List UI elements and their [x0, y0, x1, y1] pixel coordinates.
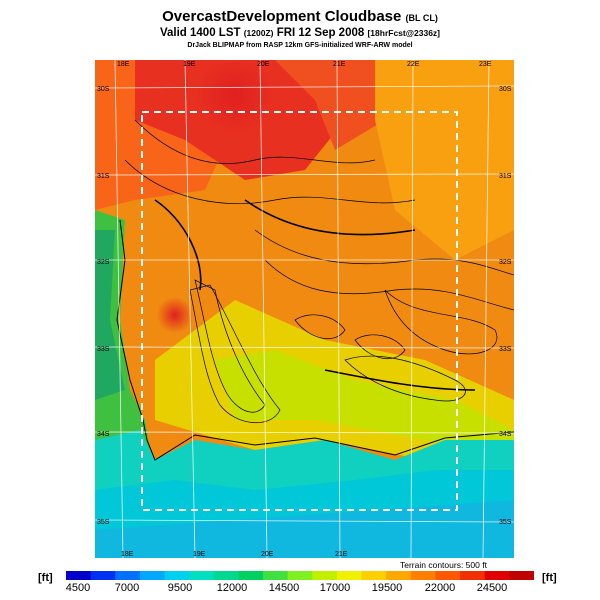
scale-swatch — [189, 571, 215, 580]
scale-tick: 14500 — [268, 582, 300, 594]
scale-swatch — [460, 571, 486, 580]
scale-tick: 9500 — [167, 582, 193, 594]
lon-label-21e-bottom: 21E — [335, 551, 348, 558]
scale-swatch — [336, 571, 363, 580]
terrain-contours — [124, 119, 514, 423]
cloudbase-map: 18E 19E 20E 21E 22E 23E 30S 31S 32S 33S … — [95, 60, 514, 558]
lat-label-34s-right: 34S — [499, 431, 512, 438]
lon-label-22e: 22E — [407, 61, 420, 68]
scale-tick: 17000 — [319, 582, 351, 594]
lon-label-19e-bottom: 19E — [193, 551, 206, 558]
scale-swatch — [164, 571, 190, 580]
scale-swatch — [509, 571, 534, 580]
lat-label-34s: 34S — [97, 431, 110, 438]
scale-tick: 4500 — [65, 582, 91, 594]
scale-tick: 22000 — [424, 582, 456, 594]
scale-swatch — [66, 571, 92, 580]
inner-domain-box — [141, 111, 458, 511]
scale-swatch — [213, 571, 239, 580]
terrain-contours-note: Terrain contours: 500 ft — [400, 560, 487, 570]
scale-swatch — [139, 571, 166, 580]
scale-swatch — [484, 571, 510, 580]
scale-swatch — [361, 571, 387, 580]
lon-label-18e-bottom: 18E — [121, 551, 134, 558]
lon-label-19e: 19E — [183, 61, 196, 68]
lat-label-33s-right: 33S — [499, 346, 512, 353]
scale-tick: 7000 — [114, 582, 140, 594]
scale-tick: 19500 — [371, 582, 403, 594]
scale-swatch — [263, 571, 289, 580]
lon-label-21e: 21E — [333, 61, 346, 68]
lat-label-32s-right: 32S — [499, 259, 512, 266]
lat-label-35s: 35S — [97, 519, 110, 526]
latlon-grid — [95, 60, 514, 558]
color-scale-bar — [66, 571, 534, 580]
scale-swatch — [238, 571, 264, 580]
lat-label-32s: 32S — [97, 259, 110, 266]
scale-tick: 12000 — [216, 582, 248, 594]
unit-label-right: [ft] — [542, 572, 557, 584]
lon-label-20e-bottom: 20E — [261, 551, 274, 558]
lat-label-30s: 30S — [97, 86, 110, 93]
scale-swatch — [410, 571, 436, 580]
coastline — [116, 219, 514, 461]
map-title: OvercastDevelopment Cloudbase (BL CL) — [162, 8, 438, 25]
scale-tick: 24500 — [476, 582, 508, 594]
scale-swatch — [312, 571, 338, 580]
lon-label-18e: 18E — [117, 61, 130, 68]
lon-label-23e: 23E — [479, 61, 492, 68]
scale-swatch — [115, 571, 141, 580]
model-credit: DrJack BLIPMAP from RASP 12km GFS-initia… — [187, 42, 413, 49]
valid-time-line: Valid 1400 LST (1200Z) FRI 12 Sep 2008 [… — [159, 27, 441, 39]
lon-label-20e: 20E — [257, 61, 270, 68]
scale-swatch — [287, 571, 313, 580]
lat-label-35s-right: 35S — [499, 519, 512, 526]
lat-label-33s: 33S — [97, 346, 110, 353]
scale-swatch — [386, 571, 412, 580]
scale-swatch — [90, 571, 116, 580]
lat-label-31s: 31S — [97, 173, 110, 180]
unit-label-left: [ft] — [38, 572, 53, 584]
lat-label-30s-right: 30S — [499, 86, 512, 93]
scale-swatch — [435, 571, 461, 580]
lat-label-31s-right: 31S — [499, 173, 512, 180]
